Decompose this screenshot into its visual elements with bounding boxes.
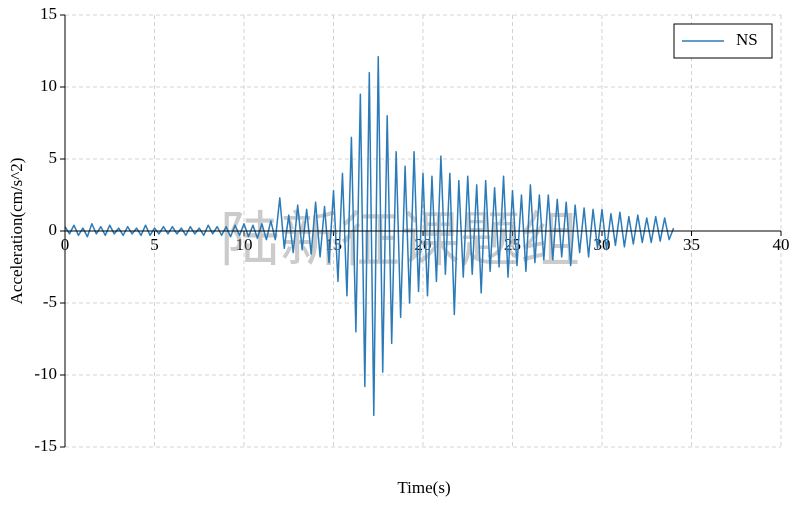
x-axis-label: Time(s) xyxy=(397,478,450,497)
y-tick-label: 15 xyxy=(40,4,57,23)
x-tick-label: 10 xyxy=(236,235,253,254)
y-tick-label: -15 xyxy=(34,436,57,455)
y-axis-label: Acceleration(cm/s^2) xyxy=(7,158,26,305)
y-tick-label: -5 xyxy=(43,292,57,311)
x-tick-label: 5 xyxy=(150,235,159,254)
x-tick-label: 20 xyxy=(415,235,432,254)
y-tick-label: 10 xyxy=(40,76,57,95)
x-tick-label: 25 xyxy=(504,235,521,254)
y-tick-label: -10 xyxy=(34,364,57,383)
x-tick-label: 40 xyxy=(773,235,790,254)
y-tick-label: 0 xyxy=(49,220,58,239)
y-tick-label: 5 xyxy=(49,148,58,167)
legend-label: NS xyxy=(736,30,758,49)
x-tick-label: 35 xyxy=(683,235,700,254)
